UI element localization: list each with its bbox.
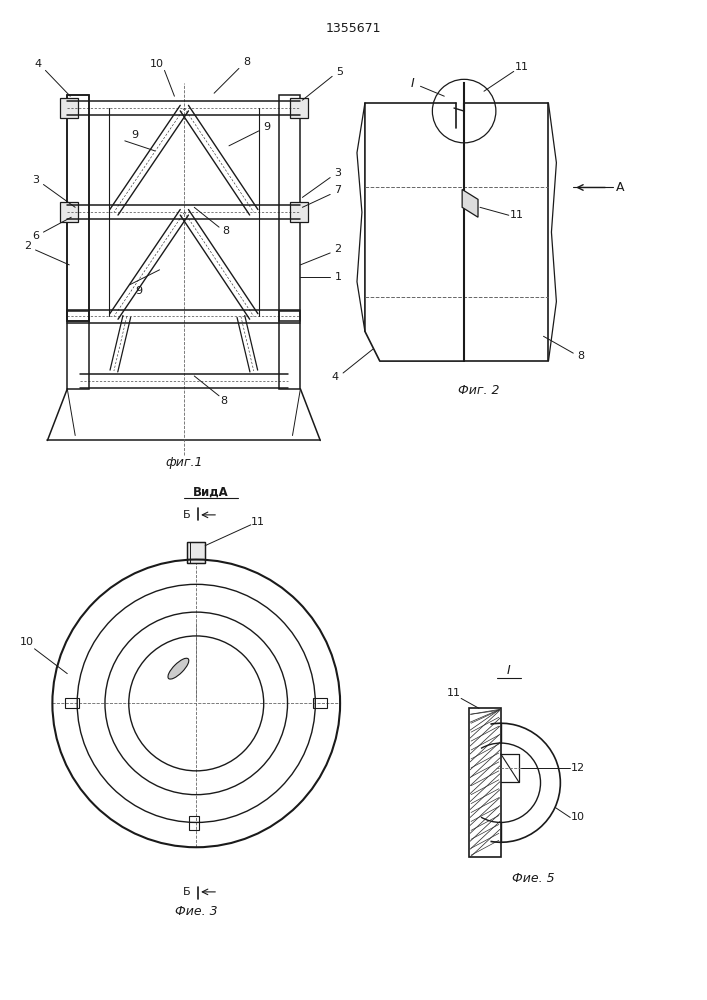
Bar — [187, 542, 205, 563]
Text: 11: 11 — [510, 210, 524, 220]
Text: 9: 9 — [132, 130, 139, 140]
Text: 10: 10 — [20, 637, 34, 647]
Bar — [60, 202, 78, 222]
Text: 3: 3 — [32, 175, 39, 185]
Text: I: I — [507, 664, 510, 677]
Text: 11: 11 — [448, 688, 461, 698]
Text: А: А — [616, 181, 624, 194]
Text: 10: 10 — [571, 812, 585, 822]
Polygon shape — [462, 189, 478, 217]
Text: Фие. 5: Фие. 5 — [513, 872, 555, 885]
Bar — [67, 95, 89, 321]
Text: 11: 11 — [515, 62, 529, 72]
Text: Б: Б — [182, 510, 190, 520]
Bar — [189, 816, 199, 830]
Bar — [469, 708, 501, 857]
Text: 7: 7 — [334, 185, 341, 195]
Text: 11: 11 — [251, 517, 264, 527]
Bar — [65, 698, 79, 708]
Bar — [313, 698, 327, 708]
Text: Фие. 3: Фие. 3 — [175, 905, 218, 918]
Ellipse shape — [168, 658, 189, 679]
Text: 4: 4 — [34, 59, 41, 69]
Bar — [279, 311, 300, 389]
Bar — [67, 311, 89, 389]
Text: 8: 8 — [243, 57, 250, 67]
Text: Фиг. 2: Фиг. 2 — [458, 384, 500, 397]
Text: 3: 3 — [334, 168, 341, 178]
Bar — [291, 202, 308, 222]
Text: 1355671: 1355671 — [325, 22, 381, 35]
Text: 4: 4 — [332, 372, 339, 382]
Text: 9: 9 — [135, 286, 142, 296]
Text: 2: 2 — [24, 241, 31, 251]
Text: 2: 2 — [334, 244, 341, 254]
Text: Б: Б — [182, 887, 190, 897]
Text: 8: 8 — [223, 226, 230, 236]
Text: 12: 12 — [571, 763, 585, 773]
Text: I: I — [411, 77, 414, 90]
Bar — [279, 95, 300, 321]
Bar — [67, 95, 89, 321]
Text: 1: 1 — [334, 272, 341, 282]
Text: 6: 6 — [32, 231, 39, 241]
Bar — [291, 98, 308, 118]
Bar — [60, 98, 78, 118]
Text: 9: 9 — [263, 122, 270, 132]
Bar — [187, 542, 205, 563]
Text: 10: 10 — [150, 59, 163, 69]
Text: 8: 8 — [578, 351, 585, 361]
Text: 5: 5 — [337, 67, 344, 77]
Text: ВидА: ВидА — [193, 486, 229, 499]
Text: фиг.1: фиг.1 — [165, 456, 203, 469]
Text: 8: 8 — [221, 396, 228, 406]
